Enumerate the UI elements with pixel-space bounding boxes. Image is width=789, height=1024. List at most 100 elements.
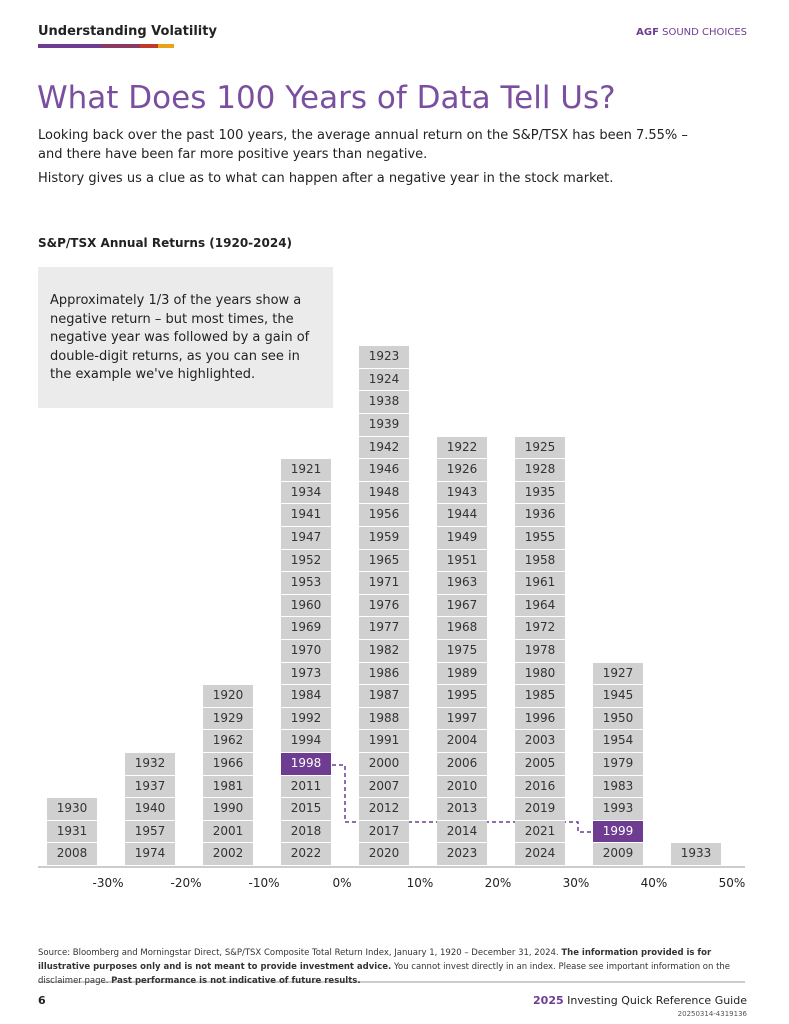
- year-cell: 1937: [125, 775, 175, 798]
- year-cell: 2021: [515, 820, 565, 843]
- year-cell: 1951: [437, 549, 487, 572]
- year-cell: 1924: [359, 368, 409, 391]
- year-cell: 2024: [515, 843, 565, 865]
- year-cell: 1930: [47, 798, 97, 820]
- year-cell: 1984: [281, 685, 331, 707]
- year-cell: 1973: [281, 662, 331, 685]
- year-cell: 1972: [515, 617, 565, 639]
- x-tick-label: 20%: [484, 876, 512, 890]
- year-cell: 1939: [359, 414, 409, 436]
- year-cell: 1963: [437, 572, 487, 594]
- year-cell: 2019: [515, 798, 565, 820]
- year-cell: 1928: [515, 459, 565, 481]
- year-cell: 2008: [47, 843, 97, 865]
- year-cell: 1996: [515, 707, 565, 730]
- performance-bold: Past performance is not indicative of fu…: [111, 976, 361, 986]
- brand: AGF SOUND CHOICES: [636, 27, 747, 38]
- x-tick-label: 0%: [332, 876, 352, 890]
- stripe: [102, 44, 140, 48]
- year-cell: 1932: [125, 753, 175, 775]
- x-tick-label: -20%: [170, 876, 202, 890]
- year-cell: 1935: [515, 481, 565, 504]
- year-cell: 2003: [515, 730, 565, 752]
- year-cell: 1977: [359, 617, 409, 639]
- page-number: 6: [38, 994, 46, 1007]
- year-cell: 2017: [359, 820, 409, 843]
- year-cell: 1999: [593, 820, 643, 843]
- year-cell: 1948: [359, 481, 409, 504]
- note-box: [38, 267, 333, 408]
- year-cell: 1997: [437, 707, 487, 730]
- year-cell: 2012: [359, 798, 409, 820]
- year-cell: 1980: [515, 662, 565, 685]
- stripe: [38, 44, 102, 48]
- disclaimer: You cannot invest directly in an index. …: [38, 962, 731, 986]
- year-cell: 2004: [437, 730, 487, 752]
- year-cell: 2005: [515, 753, 565, 775]
- source-note: Source: Bloomberg and Morningstar Direct…: [38, 946, 748, 988]
- year-cell: 1985: [515, 685, 565, 707]
- year-cell: 1989: [437, 662, 487, 685]
- year-cell: 1960: [281, 594, 331, 617]
- x-tick-label: 50%: [718, 876, 746, 890]
- guide: 2025 Investing Quick Reference Guide: [533, 994, 747, 1007]
- year-cell: 1995: [437, 685, 487, 707]
- year-cell: 1920: [203, 685, 253, 707]
- page-title: What Does 100 Years of Data Tell Us?: [37, 80, 616, 116]
- year-cell: 2015: [281, 798, 331, 820]
- year-cell: 1969: [281, 617, 331, 639]
- year-cell: 1950: [593, 707, 643, 730]
- year-cell: 1955: [515, 527, 565, 549]
- year-cell: 1952: [281, 549, 331, 572]
- year-cell: 1986: [359, 662, 409, 685]
- year-cell: 1979: [593, 753, 643, 775]
- year-cell: 2001: [203, 820, 253, 843]
- year-cell: 1938: [359, 391, 409, 413]
- paragraph: Looking back over the past 100 years, th…: [38, 128, 688, 162]
- x-tick-label: 30%: [562, 876, 590, 890]
- year-cell: 2022: [281, 843, 331, 865]
- year-cell: 2016: [515, 775, 565, 798]
- year-cell: 1923: [359, 346, 409, 368]
- code: 20250314-4319136: [677, 1010, 747, 1018]
- source: Source: Bloomberg and Morningstar Direct…: [38, 948, 559, 958]
- year-cell: 1992: [281, 707, 331, 730]
- year-cell: 1922: [437, 436, 487, 459]
- year-cell: 1974: [125, 843, 175, 865]
- year-cell: 1931: [47, 820, 97, 843]
- year-cell: 1957: [125, 820, 175, 843]
- year-cell: 2007: [359, 775, 409, 798]
- year-cell: 2023: [437, 843, 487, 865]
- paragraph: History gives us a clue as to what can h…: [38, 171, 614, 186]
- year-cell: 1990: [203, 798, 253, 820]
- year-cell: 1978: [515, 640, 565, 662]
- year-cell: 1982: [359, 640, 409, 662]
- year-cell: 1929: [203, 707, 253, 730]
- year-cell: 1987: [359, 685, 409, 707]
- brand-bold: AGF: [636, 27, 659, 38]
- year-cell: 1921: [281, 459, 331, 481]
- year-cell: 1959: [359, 527, 409, 549]
- year-cell: 1975: [437, 640, 487, 662]
- year-cell: 1966: [203, 753, 253, 775]
- year-cell: 1964: [515, 594, 565, 617]
- year-cell: 1991: [359, 730, 409, 752]
- note: Approximately 1/3 of the years show a ne…: [50, 293, 310, 382]
- dashed-connector: [332, 764, 593, 833]
- year-cell: 2020: [359, 843, 409, 865]
- x-tick-label: 10%: [406, 876, 434, 890]
- guide-year: 2025: [533, 994, 564, 1007]
- year-cell: 1970: [281, 640, 331, 662]
- chart-title: S&P/TSX Annual Returns (1920-2024): [38, 236, 293, 250]
- year-cell: 1967: [437, 594, 487, 617]
- x-tick-label: -30%: [92, 876, 124, 890]
- x-tick-label: -10%: [248, 876, 280, 890]
- year-cell: 1954: [593, 730, 643, 752]
- year-cell: 1981: [203, 775, 253, 798]
- year-cell: 2006: [437, 753, 487, 775]
- year-cell: 1936: [515, 504, 565, 526]
- year-cell: 1942: [359, 436, 409, 459]
- year-cell: 1940: [125, 798, 175, 820]
